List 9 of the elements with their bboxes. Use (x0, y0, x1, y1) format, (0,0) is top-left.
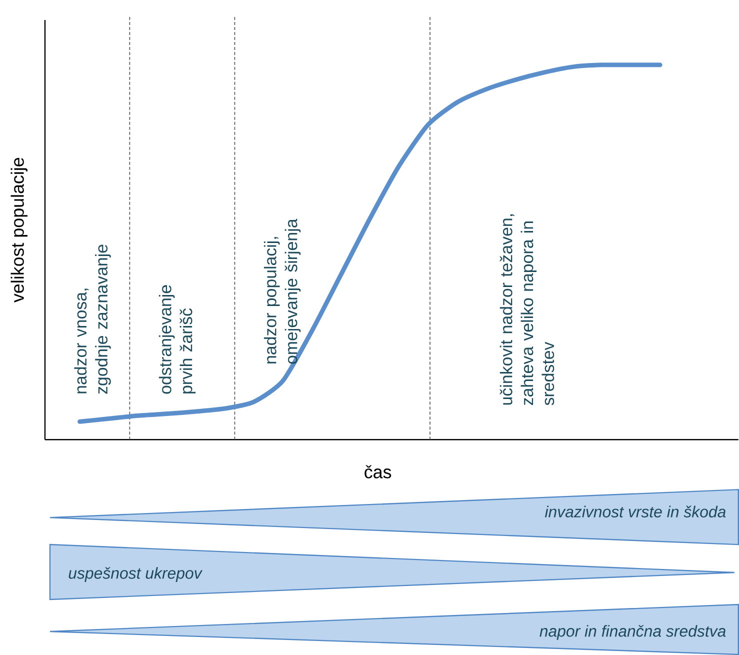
text: uspešnost ukrepov (68, 566, 203, 582)
y-axis-title: velikost populacije (10, 158, 28, 302)
text: invazivnost vrste in škoda (544, 505, 726, 518)
annotation: nadzor vnosa, zgodnje zaznavanje (74, 244, 111, 394)
x-axis-title: čas (364, 464, 392, 478)
annotation: učinkovit nadzor težaven, zahteva veliko napora in sredstev (500, 214, 554, 406)
text: napor in finančna sredstva (540, 624, 726, 640)
annotation: nadzor populacij, omejevanje širjenja (264, 218, 301, 364)
annotation: odstranjevanje prvih žarišč (158, 284, 196, 394)
